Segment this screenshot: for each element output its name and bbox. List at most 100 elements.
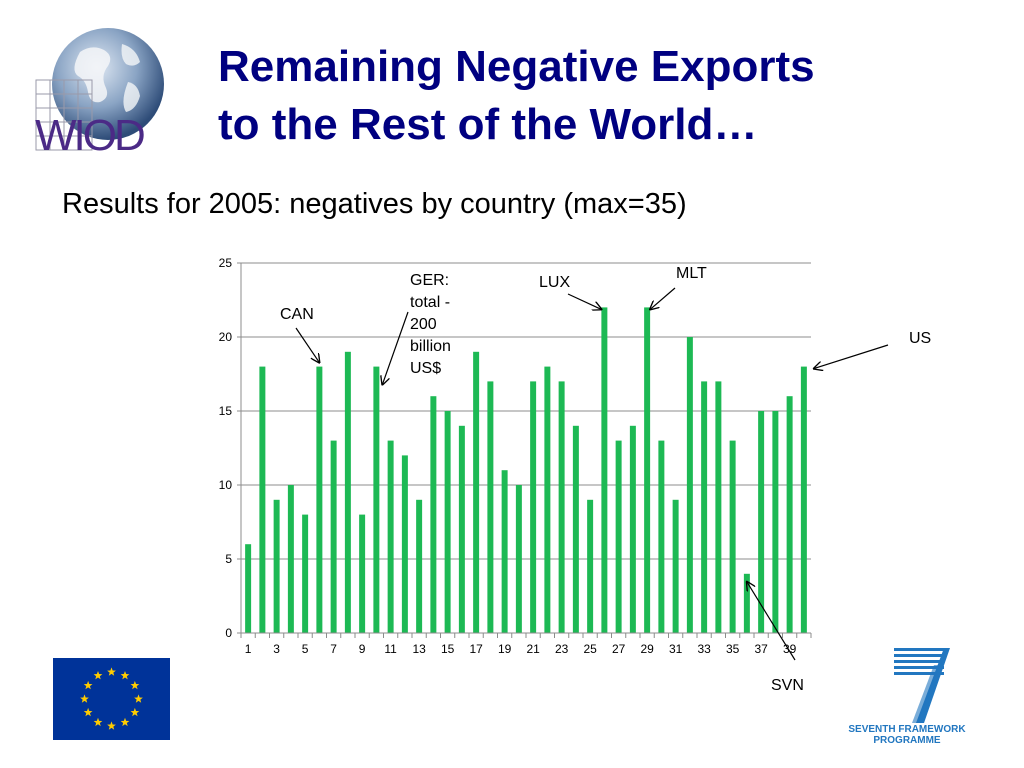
- wiod-logo-text: WIOD: [35, 111, 144, 157]
- y-tick-label: 25: [219, 256, 233, 270]
- x-tick-label: 9: [359, 642, 366, 656]
- bar: [601, 307, 608, 633]
- annotation-label-line: GER:: [410, 272, 449, 289]
- chart-annotations: CAN GER: total - 200 billion US$ LUX MLT SVN US: [280, 265, 931, 694]
- bar: [287, 485, 294, 633]
- x-tick-label: 19: [498, 642, 512, 656]
- bar: [330, 440, 337, 633]
- x-tick-label: 25: [583, 642, 597, 656]
- annotation-label: SVN: [771, 677, 804, 694]
- bar: [344, 351, 351, 633]
- bar: [245, 544, 252, 633]
- bar: [629, 425, 636, 633]
- x-tick-label: 29: [640, 642, 654, 656]
- bar: [701, 381, 708, 633]
- wiod-logo: WIOD: [35, 28, 164, 157]
- eu-star-icon: [83, 680, 93, 690]
- eu-star-icon: [107, 721, 116, 730]
- bar: [487, 381, 494, 633]
- bar: [786, 396, 793, 633]
- x-tick-label: 37: [754, 642, 768, 656]
- annotation-label-line: total -: [410, 294, 450, 311]
- bar: [658, 440, 665, 633]
- x-tick-label: 7: [330, 642, 337, 656]
- globe-icon: [52, 28, 164, 140]
- bar: [444, 411, 451, 633]
- bar: [743, 573, 750, 633]
- x-tick-label: 15: [441, 642, 455, 656]
- grid-icon: [35, 79, 93, 151]
- x-tick-label: 17: [469, 642, 483, 656]
- bar: [273, 499, 280, 633]
- annotation-arrow: [814, 344, 889, 369]
- x-tick-label: 3: [273, 642, 280, 656]
- bar: [672, 499, 679, 633]
- bar: [644, 307, 651, 633]
- bar: [686, 337, 693, 633]
- eu-star-icon: [80, 694, 89, 703]
- slide-title-line-2: to the Rest of the World…: [218, 100, 758, 149]
- bar: [572, 425, 579, 633]
- bar: [401, 455, 408, 633]
- annotation-label: MLT: [676, 265, 707, 282]
- eu-star-icon: [130, 707, 140, 717]
- fp7-logo: SEVENTH FRAMEWORK PROGRAMME: [848, 648, 966, 745]
- bar: [729, 440, 736, 633]
- bar: [758, 411, 765, 633]
- annotation-arrow: [650, 287, 676, 309]
- annotation-arrow: [567, 293, 601, 309]
- bar: [772, 411, 779, 633]
- bar: [715, 381, 722, 633]
- bar: [458, 425, 465, 633]
- fp7-text-line-1: SEVENTH FRAMEWORK: [848, 724, 966, 735]
- chart-gridlines: [241, 262, 811, 560]
- bar: [615, 440, 622, 633]
- fp7-text-line-2: PROGRAMME: [873, 735, 941, 745]
- bar: [302, 514, 309, 633]
- y-tick-label: 5: [225, 552, 232, 566]
- eu-star-icon: [93, 671, 103, 680]
- eu-star-icon: [93, 717, 103, 727]
- bar: [558, 381, 565, 633]
- eu-star-icon: [120, 717, 130, 727]
- bar: [373, 366, 380, 633]
- eu-star-icon: [134, 694, 143, 703]
- bar: [530, 381, 537, 633]
- bar: [359, 514, 366, 633]
- bar: [473, 351, 480, 633]
- annotation-label-line: 200: [410, 316, 437, 333]
- y-tick-label: 0: [225, 626, 232, 640]
- slide-subtitle: Results for 2005: negatives by country (…: [62, 188, 687, 220]
- bar: [544, 366, 551, 633]
- bar: [501, 470, 508, 633]
- annotation-arrow: [747, 582, 796, 661]
- x-tick-label: 13: [412, 642, 426, 656]
- x-tick-label: 23: [555, 642, 569, 656]
- annotation-label: US: [909, 330, 931, 347]
- eu-star-icon: [107, 667, 116, 676]
- x-tick-label: 21: [526, 642, 540, 656]
- x-tick-label: 33: [697, 642, 711, 656]
- annotation-label: LUX: [539, 274, 570, 291]
- bar: [587, 499, 594, 633]
- y-tick-label: 10: [219, 478, 233, 492]
- bar: [515, 485, 522, 633]
- annotation-arrow: [382, 311, 409, 385]
- bar: [316, 366, 323, 633]
- x-tick-label: 5: [302, 642, 309, 656]
- x-tick-label: 11: [384, 642, 397, 656]
- slide-title-line-1: Remaining Negative Exports: [218, 42, 815, 91]
- chart-bars: [245, 307, 807, 633]
- bar: [416, 499, 423, 633]
- x-tick-label: 27: [612, 642, 626, 656]
- x-tick-label: 31: [669, 642, 683, 656]
- annotation-label-line: US$: [410, 360, 441, 377]
- annotation-label-line: billion: [410, 338, 451, 355]
- fp7-seven-icon: [894, 648, 950, 723]
- slide-title: Remaining Negative Exports to the Rest o…: [218, 38, 998, 154]
- x-tick-label: 1: [245, 642, 252, 656]
- y-tick-label: 20: [219, 330, 233, 344]
- x-tick-label: 35: [726, 642, 740, 656]
